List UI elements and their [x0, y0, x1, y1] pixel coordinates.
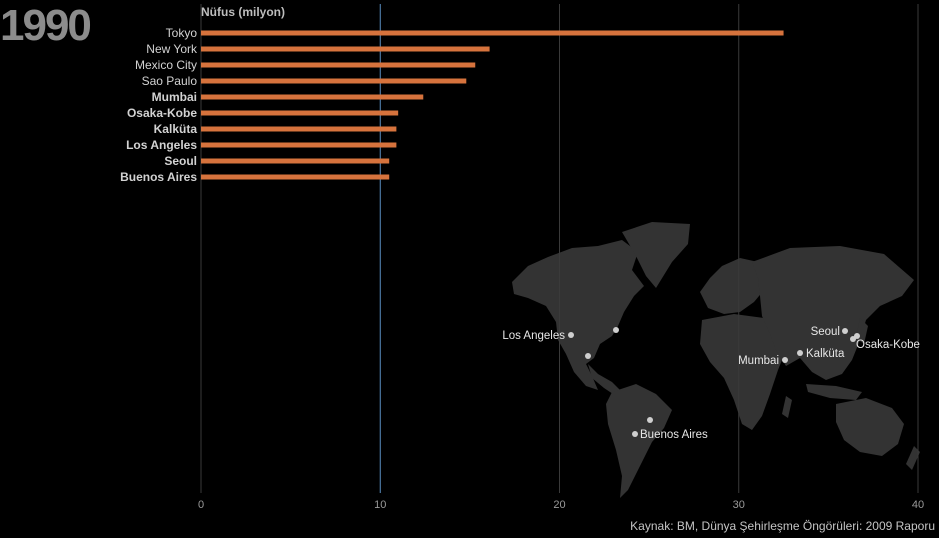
bar [201, 126, 397, 132]
city-dot [850, 336, 856, 342]
bar [201, 62, 476, 68]
year-title: 1990 [0, 1, 92, 50]
category-labels: Tokyo New York Mexico City Sao Paulo Mumbai O… [120, 26, 198, 184]
city-label: Kalküta [806, 348, 845, 360]
city-dot [632, 431, 638, 437]
x-tick-label: 30 [733, 499, 745, 511]
category-label: Sao Paulo [142, 74, 198, 88]
source-note: Kaynak: BM, Dünya Şehirleşme Öngörüleri:… [630, 519, 935, 533]
city-label: Osaka-Kobe [856, 339, 920, 351]
city-dot [613, 327, 619, 333]
category-label: Los Angeles [126, 138, 197, 152]
x-tick-label: 40 [912, 499, 924, 511]
chart-bars [201, 30, 784, 180]
category-label: Tokyo [166, 26, 198, 40]
city-label: Seoul [811, 326, 840, 338]
city-dot [585, 353, 591, 359]
city-markers: Los Angeles Seoul Osaka-Kobe Mumbai Kalküta B… [502, 326, 920, 441]
bar [201, 46, 490, 52]
x-tick-label: 10 [374, 499, 386, 511]
x-tick-label: 0 [198, 499, 204, 511]
city-dot [647, 417, 653, 423]
category-label: Mumbai [152, 90, 197, 104]
category-label: Kalküta [154, 122, 198, 136]
category-label: Mexico City [135, 58, 197, 72]
category-label: Buenos Aires [120, 170, 197, 184]
bar [201, 142, 397, 148]
bar [201, 94, 424, 100]
bar [201, 110, 399, 116]
chart-grid [200, 4, 919, 493]
world-map [512, 222, 920, 498]
category-label: Osaka-Kobe [127, 106, 197, 120]
city-dot [568, 332, 574, 338]
map-north-america [512, 240, 644, 390]
bar [201, 30, 784, 36]
x-axis-ticks: 0 10 20 30 40 [198, 499, 924, 511]
map-indonesia [806, 384, 862, 400]
map-europe [700, 258, 770, 314]
unit-label: Nüfus (milyon) [201, 5, 285, 19]
bar [201, 174, 390, 180]
map-madagascar [782, 396, 792, 418]
city-label: Buenos Aires [640, 429, 708, 441]
bar [201, 78, 467, 84]
city-dot [842, 328, 848, 334]
map-south-america [606, 384, 672, 498]
city-label: Los Angeles [502, 330, 565, 342]
map-new-zealand [906, 446, 920, 470]
city-dot [797, 350, 803, 356]
city-dot [782, 357, 788, 363]
map-central-america [588, 364, 622, 396]
category-label: New York [146, 42, 198, 56]
x-tick-label: 20 [553, 499, 565, 511]
category-label: Seoul [164, 154, 197, 168]
map-greenland [622, 222, 690, 288]
map-africa [700, 314, 786, 430]
bar [201, 158, 390, 164]
map-asia [752, 246, 914, 380]
city-label: Mumbai [738, 355, 779, 367]
map-australia [836, 398, 904, 456]
